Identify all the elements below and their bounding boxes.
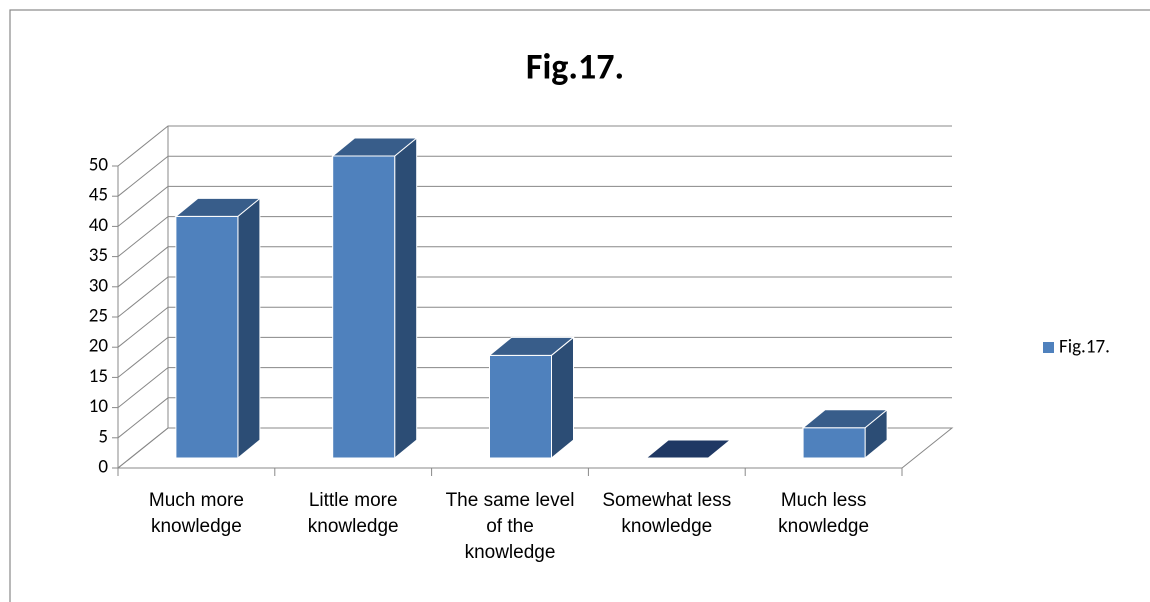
y-tick-label: 10 — [89, 395, 109, 418]
bar-top — [488, 336, 575, 356]
grid-line — [117, 427, 952, 469]
y-tick-label: 40 — [89, 214, 109, 237]
x-tick-label: Little more knowledge — [307, 490, 399, 537]
bar-front — [802, 427, 866, 459]
x-tick-label: Somewhat less knowledge — [602, 490, 732, 537]
y-tick-label: 35 — [89, 244, 108, 267]
grid-line — [117, 155, 952, 197]
bar — [331, 136, 419, 460]
y-tick-label: 50 — [89, 154, 109, 177]
x-tick-label: Much less knowledge — [778, 490, 870, 537]
legend-swatch — [1043, 342, 1054, 353]
legend-label: Fig.17. — [1059, 336, 1110, 359]
bar-side — [394, 136, 418, 460]
y-tick-label: 25 — [89, 305, 108, 328]
bar-side — [237, 197, 261, 460]
bar-front — [332, 155, 396, 459]
y-tick-label: 20 — [89, 335, 109, 358]
y-tick-label: 45 — [89, 184, 108, 207]
grid-line — [117, 336, 952, 378]
chart-title: Fig.17. — [526, 45, 624, 89]
grid-line — [117, 367, 952, 408]
grid-line — [117, 125, 952, 167]
grid-line — [117, 185, 952, 227]
x-tick-label: The same level of the knowledge — [445, 490, 575, 563]
bar — [174, 197, 262, 460]
bar-top — [644, 439, 732, 459]
bar-front — [175, 215, 239, 459]
grid-line — [117, 246, 952, 288]
bar-top — [174, 197, 262, 217]
grid-line — [117, 306, 952, 348]
y-tick-label: 0 — [98, 456, 108, 479]
bar-top — [331, 137, 419, 157]
bar-side — [551, 336, 574, 460]
x-tick-label: Much more knowledge — [148, 490, 244, 537]
bar — [644, 439, 732, 459]
grid-line — [117, 397, 952, 439]
bar — [801, 408, 889, 460]
y-tick-label: 15 — [89, 365, 108, 388]
bar — [488, 336, 575, 460]
y-tick-label: 5 — [98, 425, 108, 448]
grid-line — [117, 276, 952, 318]
grid-line — [117, 216, 952, 257]
bar-top — [801, 409, 889, 429]
bar-front — [489, 354, 552, 459]
y-tick-label: 30 — [89, 274, 109, 297]
